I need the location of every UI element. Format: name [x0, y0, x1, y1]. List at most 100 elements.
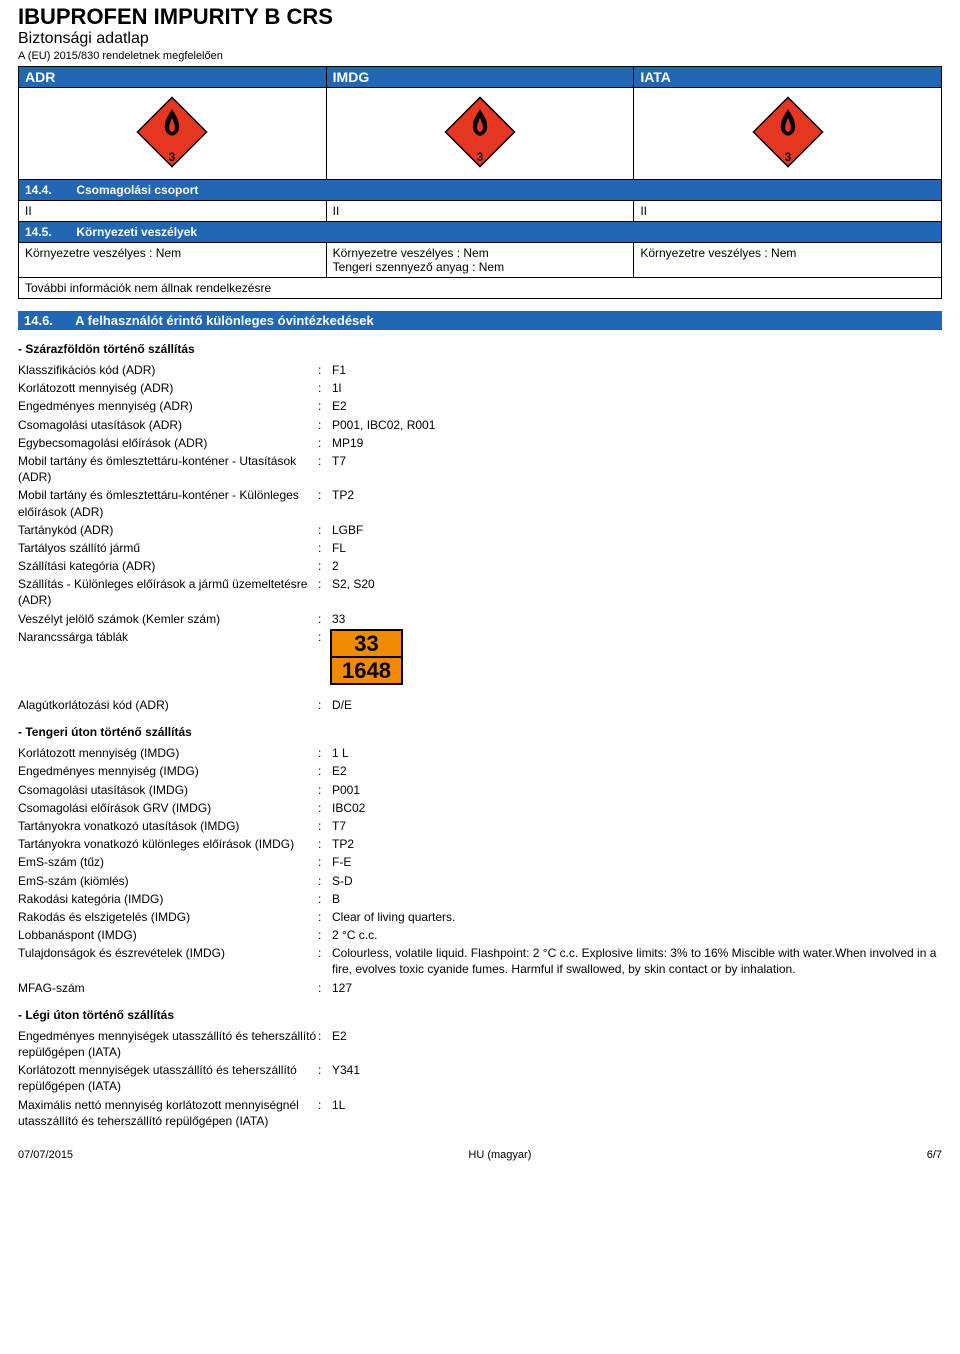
kv-sep: :	[318, 800, 332, 816]
orange-plate-icon: 33 1648	[330, 629, 403, 685]
kv-row: EmS-szám (tűz):F-E	[18, 854, 942, 870]
sep: :	[318, 697, 332, 713]
kv-sep: :	[318, 1062, 332, 1094]
transport-table: ADR IMDG IATA 3 3	[18, 66, 942, 299]
page-title: IBUPROFEN IMPURITY B CRS	[18, 4, 942, 30]
page-subtitle: Biztonsági adatlap	[18, 30, 942, 48]
kv-value: S-D	[332, 873, 942, 889]
kv-sep: :	[318, 380, 332, 396]
env-imdg-l1: Környezetre veszélyes : Nem	[333, 246, 489, 260]
kv-row: EmS-szám (kiömlés):S-D	[18, 873, 942, 889]
kv-sep: :	[318, 540, 332, 556]
kv-label: Szállítás - Különleges előírások a jármű…	[18, 576, 318, 608]
section-title: A felhasználót érintő különleges óvintéz…	[75, 313, 374, 328]
plate-bottom: 1648	[332, 658, 401, 683]
kv-value: T7	[332, 818, 942, 834]
kv-label: Csomagolási előírások GRV (IMDG)	[18, 800, 318, 816]
env-iata: Környezetre veszélyes : Nem	[634, 243, 942, 278]
kv-row: Szállítás - Különleges előírások a jármű…	[18, 576, 942, 608]
kv-row: Tartányokra vonatkozó különleges előírás…	[18, 836, 942, 852]
tunnel-value: D/E	[332, 697, 942, 713]
env-imdg-l2: Tengeri szennyező anyag : Nem	[333, 260, 504, 274]
kv-label: Egybecsomagolási előírások (ADR)	[18, 435, 318, 451]
kv-sep: :	[318, 1028, 332, 1060]
flammable-diamond-icon: 3	[752, 96, 824, 168]
kv-sep: :	[318, 854, 332, 870]
section-14-4-row: 14.4. Csomagolási csoport	[19, 180, 942, 201]
tunnel-label: Alagútkorlátozási kód (ADR)	[18, 697, 318, 713]
kv-value: S2, S20	[332, 576, 942, 608]
kv-value: 1 L	[332, 745, 942, 761]
kv-value: 1L	[332, 1097, 942, 1129]
kv-value: IBC02	[332, 800, 942, 816]
kv-row: Engedményes mennyiség (IMDG):E2	[18, 763, 942, 779]
kv-sep: :	[318, 611, 332, 627]
kv-sep: :	[318, 453, 332, 485]
flammable-diamond-icon: 3	[444, 96, 516, 168]
kv-label: Tartányokra vonatkozó különleges előírás…	[18, 836, 318, 852]
tunnel-row: Alagútkorlátozási kód (ADR) : D/E	[18, 697, 942, 713]
kv-label: Csomagolási utasítások (ADR)	[18, 417, 318, 433]
land-heading: - Szárazföldön történő szállítás	[18, 342, 942, 356]
kv-sep: :	[318, 782, 332, 798]
kv-sep: :	[318, 362, 332, 378]
kv-label: Engedményes mennyiség (ADR)	[18, 398, 318, 414]
section-num: 14.6.	[24, 313, 72, 328]
kv-value: B	[332, 891, 942, 907]
kv-row: Rakodási kategória (IMDG):B	[18, 891, 942, 907]
kv-sep: :	[318, 891, 332, 907]
section-14-5-row: 14.5. Környezeti veszélyek	[19, 222, 942, 243]
kv-label: Veszélyt jelölő számok (Kemler szám)	[18, 611, 318, 627]
kv-value: Colourless, volatile liquid. Flashpoint:…	[332, 945, 942, 977]
kv-row: Szállítási kategória (ADR):2	[18, 558, 942, 574]
pg-imdg: II	[326, 201, 634, 222]
kv-label: Mobil tartány és ömlesztettáru-konténer …	[18, 487, 318, 519]
kv-value: LGBF	[332, 522, 942, 538]
kv-label: Rakodás és elszigetelés (IMDG)	[18, 909, 318, 925]
kv-row: Veszélyt jelölő számok (Kemler szám):33	[18, 611, 942, 627]
env-adr: Környezetre veszélyes : Nem	[19, 243, 327, 278]
col-iata: IATA	[634, 67, 942, 88]
kv-row: Rakodás és elszigetelés (IMDG):Clear of …	[18, 909, 942, 925]
kv-value: TP2	[332, 487, 942, 519]
kv-sep: :	[318, 836, 332, 852]
kv-sep: :	[318, 417, 332, 433]
kv-sep: :	[318, 558, 332, 574]
table-header-row: ADR IMDG IATA	[19, 67, 942, 88]
kv-value: F-E	[332, 854, 942, 870]
kv-label: Engedményes mennyiség (IMDG)	[18, 763, 318, 779]
kv-sep: :	[318, 745, 332, 761]
kv-label: Tartánykód (ADR)	[18, 522, 318, 538]
hazard-pictogram-row: 3 3 3	[19, 88, 942, 180]
kv-row: Korlátozott mennyiség (IMDG):1 L	[18, 745, 942, 761]
no-further-info: További információk nem állnak rendelkez…	[19, 278, 942, 299]
kv-label: Rakodási kategória (IMDG)	[18, 891, 318, 907]
kv-value: P001, IBC02, R001	[332, 417, 942, 433]
kv-sep: :	[318, 909, 332, 925]
hazard-cell-iata: 3	[634, 88, 942, 180]
kv-row: Csomagolási előírások GRV (IMDG):IBC02	[18, 800, 942, 816]
kv-sep: :	[318, 927, 332, 943]
kv-sep: :	[318, 435, 332, 451]
kv-row: Klasszifikációs kód (ADR):F1	[18, 362, 942, 378]
section-num: 14.4.	[25, 183, 73, 197]
kv-value: Y341	[332, 1062, 942, 1094]
pg-iata: II	[634, 201, 942, 222]
kv-label: Mobil tartány és ömlesztettáru-konténer …	[18, 453, 318, 485]
env-imdg: Környezetre veszélyes : Nem Tengeri szen…	[326, 243, 634, 278]
kv-row: MFAG-szám:127	[18, 980, 942, 996]
hazard-cell-adr: 3	[19, 88, 327, 180]
kv-sep: :	[318, 818, 332, 834]
section-title: Csomagolási csoport	[76, 183, 198, 197]
kv-value: E2	[332, 763, 942, 779]
kv-value: 127	[332, 980, 942, 996]
svg-text:3: 3	[784, 152, 790, 164]
sea-heading: - Tengeri úton történő szállítás	[18, 725, 942, 739]
kv-label: Korlátozott mennyiség (ADR)	[18, 380, 318, 396]
orange-plate-row: Narancssárga táblák : 33 1648	[18, 629, 942, 685]
flammable-diamond-icon: 3	[136, 96, 208, 168]
kv-row: Csomagolási utasítások (ADR):P001, IBC02…	[18, 417, 942, 433]
env-hazard-row: Környezetre veszélyes : Nem Környezetre …	[19, 243, 942, 278]
kv-label: Tartányokra vonatkozó utasítások (IMDG)	[18, 818, 318, 834]
svg-text:3: 3	[169, 152, 175, 164]
